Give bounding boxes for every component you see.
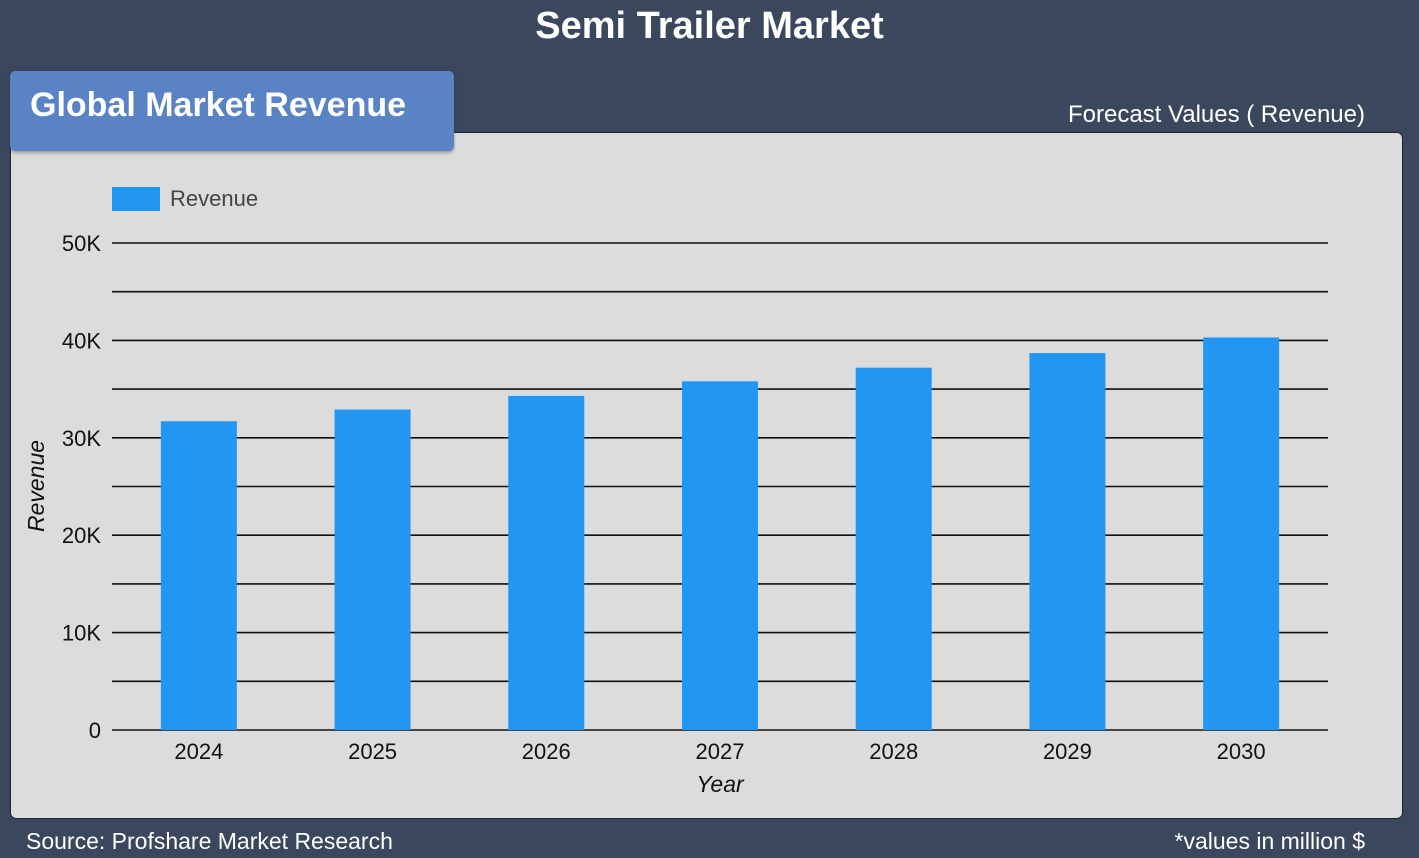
- y-tick-label: 50K: [62, 231, 101, 256]
- y-tick-label: 10K: [62, 621, 101, 646]
- x-axis-ticks: 2024 2025 2026 2027 2028 2029 2030: [174, 739, 1265, 764]
- bar-2024: [160, 421, 237, 730]
- y-tick-label: 0: [89, 718, 101, 743]
- bar-2027: [682, 381, 758, 730]
- forecast-caption: Forecast Values ( Revenue): [1067, 101, 1365, 128]
- legend-swatch: [112, 187, 160, 211]
- y-axis-ticks: 0 10K 20K 30K 40K 50K: [62, 231, 101, 743]
- bar-2026: [508, 395, 585, 730]
- x-tick-label: 2028: [869, 739, 918, 764]
- y-tick-label: 40K: [62, 328, 101, 353]
- x-tick-label: 2025: [348, 739, 397, 764]
- x-tick-label: 2026: [522, 739, 571, 764]
- y-tick-label: 20K: [62, 523, 101, 548]
- bar-2029: [1029, 353, 1106, 730]
- x-tick-label: 2029: [1043, 739, 1092, 764]
- x-tick-label: 2024: [174, 739, 223, 764]
- units-note: *values in million $: [1174, 828, 1365, 854]
- bar-2025: [334, 409, 411, 730]
- bars: [160, 337, 1280, 730]
- chart-title: Semi Trailer Market: [535, 5, 884, 47]
- section-badge-label: Global Market Revenue: [30, 86, 407, 124]
- y-tick-label: 30K: [62, 426, 101, 451]
- source-note: Source: Profshare Market Research: [26, 828, 393, 854]
- section-badge: Global Market Revenue: [10, 71, 454, 151]
- x-tick-label: 2027: [696, 739, 745, 764]
- x-axis-title: Year: [696, 771, 745, 797]
- x-tick-label: 2030: [1217, 739, 1266, 764]
- bar-2030: [1203, 337, 1280, 730]
- bar-2028: [855, 367, 932, 730]
- legend: Revenue: [112, 186, 258, 211]
- y-axis-title: Revenue: [23, 440, 49, 532]
- legend-label: Revenue: [170, 186, 258, 211]
